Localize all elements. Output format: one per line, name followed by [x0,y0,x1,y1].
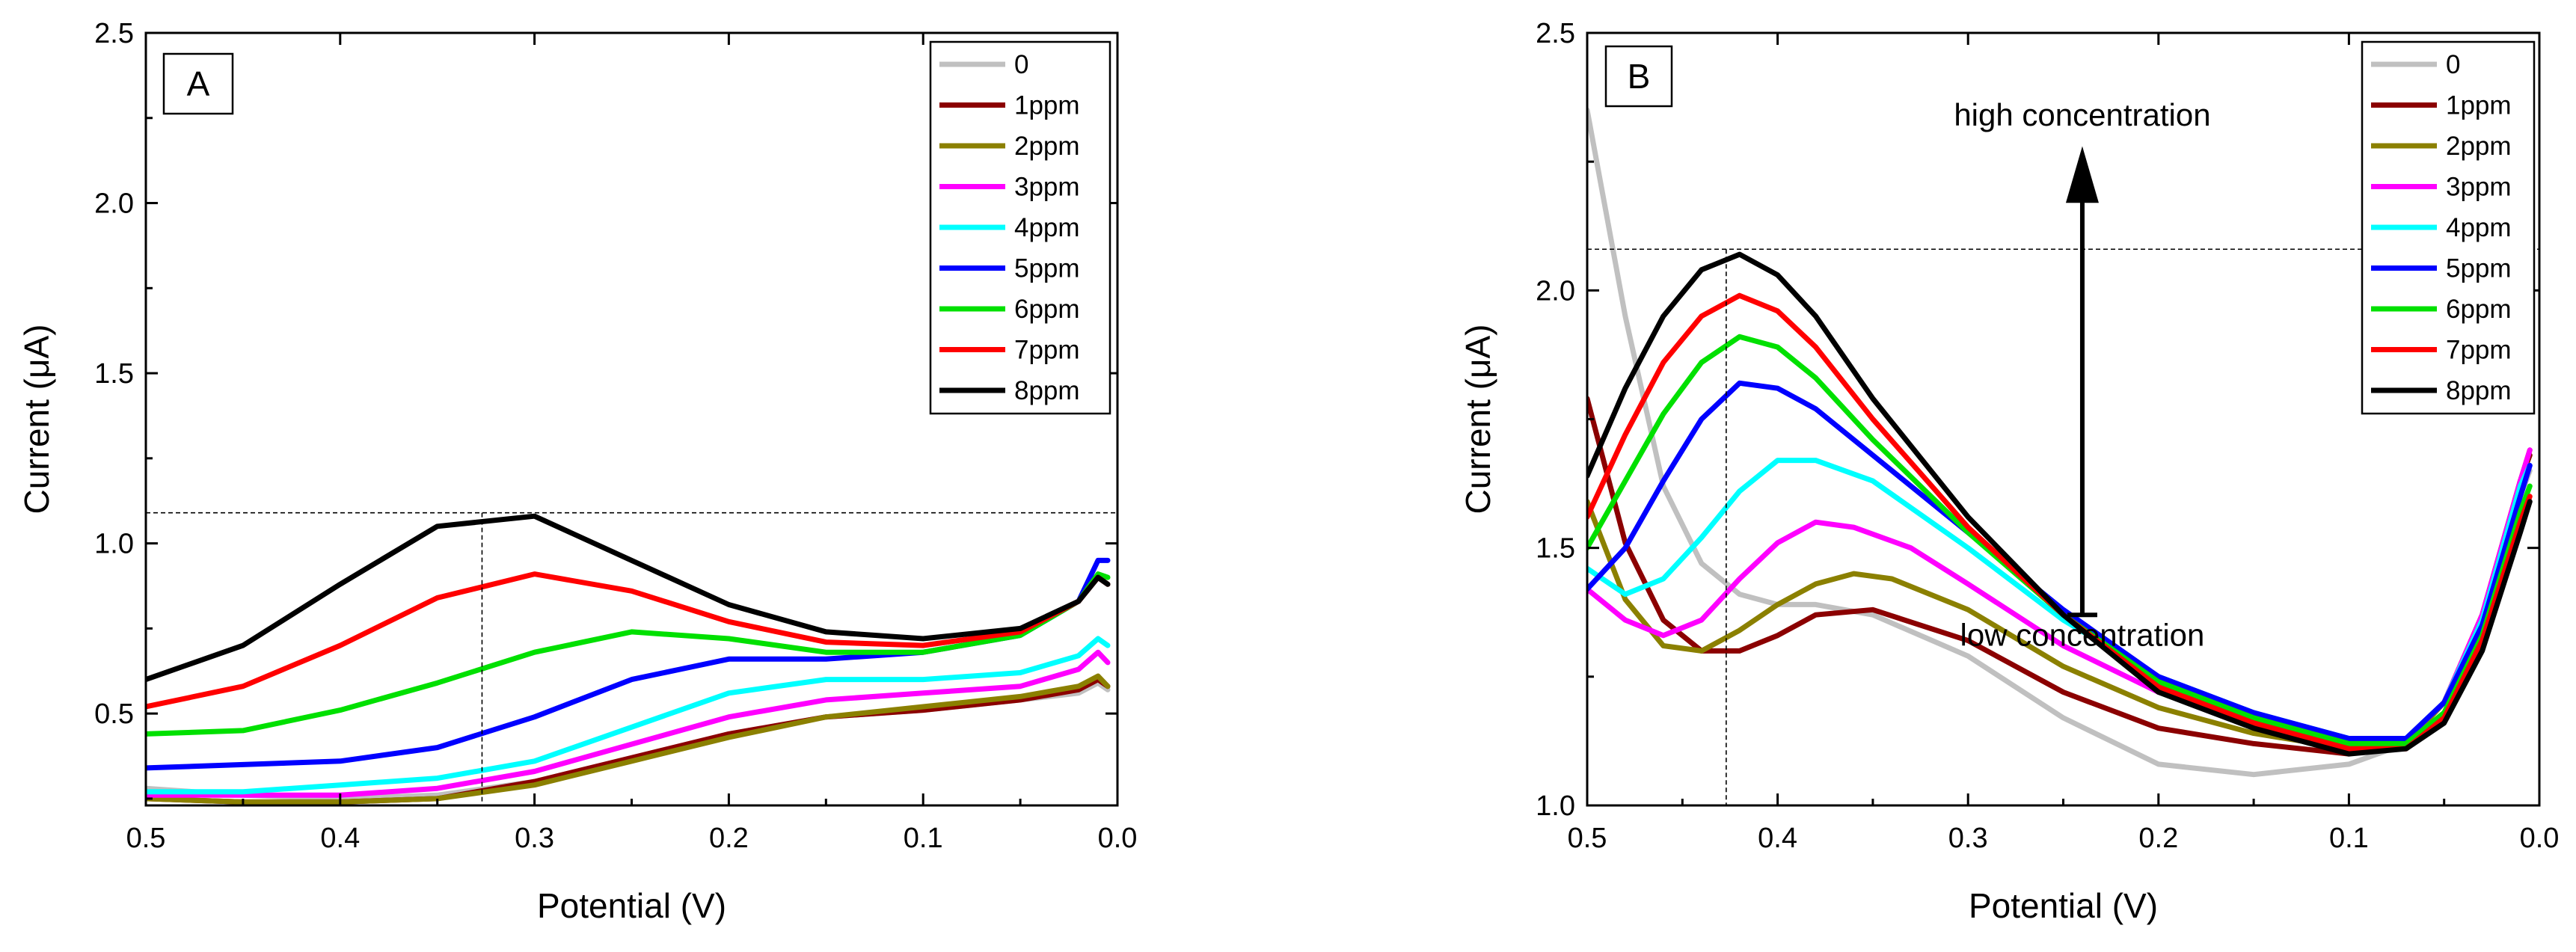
panel-b-series-group [1587,107,2533,778]
panel-a-label: A [187,64,210,103]
panel-a-series-2ppm [146,673,1111,805]
panel-b-legend-label-1ppm: 1ppm [2446,91,2512,120]
panel-b-series-5ppm [1587,380,2533,741]
panel-a-xtick-label: 0.3 [515,823,554,854]
panel-a-legend-label-6ppm: 6ppm [1014,295,1080,324]
panel-b-xtick-label: 0.0 [2520,823,2560,854]
panel-a-xtick-label: 0.4 [320,823,360,854]
panel-b-xtick-label: 0.5 [1568,823,1607,854]
panel-b-legend: 0 1ppm 2ppm 3ppm 4ppm 5ppm 6ppm 7ppm 8ppm [2361,40,2536,415]
panel-a-series-8ppm [146,513,1111,683]
panel-a-series-6ppm [146,571,1111,737]
panel-b-series-2ppm [1587,447,2533,752]
panel-b-series-3ppm [1587,447,2533,746]
panel-a-ytick-label: 2.5 [94,18,134,49]
panel-b-arrow-head [2065,146,2099,203]
panel-b-series-7ppm [1587,292,2533,752]
panel-b-legend-label-4ppm: 4ppm [2446,213,2512,242]
panel-b: 0.5 0.4 0.3 0.2 0.1 0.0 1.0 1.5 2.0 2.5 Potential … [1459,18,2559,925]
panel-a-ytick-label: 2.0 [94,188,134,220]
panel-b-xtick-label: 0.2 [2138,823,2178,854]
panel-a-series-1ppm [146,677,1111,805]
panel-b-series-4ppm [1587,458,2533,741]
panel-a-label-box [162,52,234,115]
panel-b-ytick-label: 1.0 [1536,790,1575,822]
panel-b-legend-label-5ppm: 5ppm [2446,254,2512,283]
panel-a-legend: 0 1ppm 2ppm 3ppm 4ppm 5ppm 6ppm 7ppm 8ppm [929,40,1111,415]
panel-a-xtick-label: 0.1 [904,823,943,854]
panel-b-xtick-label: 0.1 [2329,823,2369,854]
panel-a-series-group [146,513,1111,805]
panel-b-annotation-low: low concentration [1960,618,2205,653]
panel-b-series-8ppm [1587,251,2533,757]
panel-b-legend-label-0: 0 [2446,50,2460,79]
panel-a-x-axis-title: Potential (V) [537,886,726,925]
panel-b-legend-label-8ppm: 8ppm [2446,376,2512,405]
panel-b-ytick-label: 1.5 [1536,533,1575,565]
panel-a-series-7ppm [146,571,1111,710]
panel-b-label-box [1604,45,1673,108]
panel-a-y-axis-title: Current (μA) [17,325,56,515]
panel-b-legend-label-6ppm: 6ppm [2446,295,2512,324]
panel-a-legend-label-7ppm: 7ppm [1014,336,1080,365]
panel-b-concentration-annotation: high concentration low concentration [1954,97,2210,653]
panel-a-xtick-label: 0.5 [126,823,166,854]
panel-b-y-axis-title: Current (μA) [1459,325,1497,515]
panel-a-legend-label-3ppm: 3ppm [1014,173,1080,202]
panel-a-legend-label-2ppm: 2ppm [1014,132,1080,161]
panel-a-xtick-label: 0.0 [1098,823,1138,854]
panel-b-x-axis-title: Potential (V) [1969,886,2158,925]
panel-a: 0.5 0.4 0.3 0.2 0.1 0.0 0.5 1.0 1.5 2.0 2.5 Potenti… [17,18,1137,925]
panel-a-ytick-label: 0.5 [94,698,134,730]
panel-b-annotation-high: high concentration [1954,97,2210,132]
panel-b-series-1ppm [1587,396,2533,757]
panel-a-ytick-label: 1.5 [94,358,134,390]
panel-b-legend-label-2ppm: 2ppm [2446,132,2512,161]
panel-b-ytick-label: 2.0 [1536,275,1575,307]
panel-b-xtick-label: 0.4 [1758,823,1797,854]
panel-b-ytick-label: 2.5 [1536,18,1575,49]
panel-a-legend-label-5ppm: 5ppm [1014,254,1080,283]
panel-a-series-3ppm [146,649,1111,798]
panel-a-legend-label-8ppm: 8ppm [1014,376,1080,405]
panel-b-legend-label-7ppm: 7ppm [2446,336,2512,365]
panel-a-legend-label-1ppm: 1ppm [1014,91,1080,120]
panel-a-series-4ppm [146,636,1111,795]
panel-a-legend-label-0: 0 [1014,50,1028,79]
panel-b-legend-label-3ppm: 3ppm [2446,173,2512,202]
panel-a-legend-label-4ppm: 4ppm [1014,213,1080,242]
panel-b-label: B [1628,57,1651,96]
panel-a-ytick-label: 1.0 [94,529,134,560]
panel-b-xtick-label: 0.3 [1948,823,1988,854]
panel-a-xtick-label: 0.2 [709,823,749,854]
